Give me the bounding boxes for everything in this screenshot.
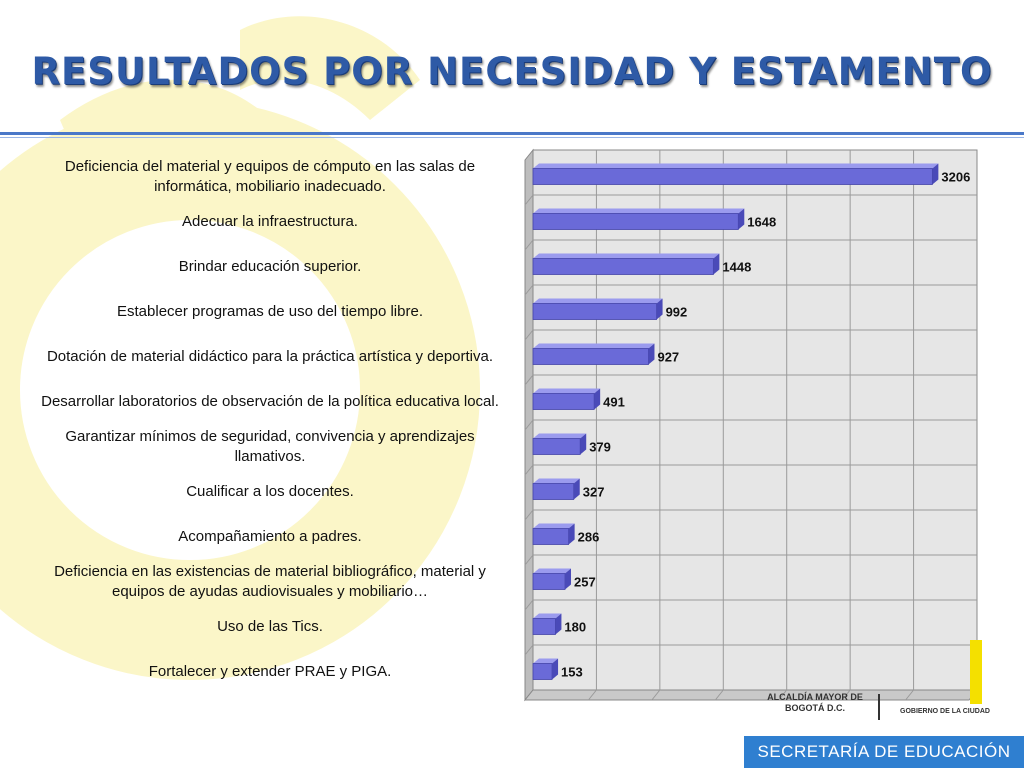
bar-end-face (656, 298, 663, 320)
gridline-side (524, 464, 534, 476)
title-divider-thin (0, 137, 1024, 138)
gridline-floor (651, 689, 661, 701)
logo-area: ALCALDÍA MAYOR DE BOGOTÁ D.C. GOBIERNO D… (760, 692, 990, 728)
bar (532, 168, 933, 185)
category-label: Cualificar a los docentes. (186, 482, 354, 500)
data-label: 327 (583, 485, 605, 500)
data-label: 3206 (941, 170, 970, 185)
gridline-floor (841, 689, 851, 701)
category-label: Adecuar la infraestructura. (182, 212, 358, 230)
gridline-side (524, 599, 534, 611)
gridline-side (524, 239, 534, 251)
bar-top-face (533, 568, 572, 574)
bar (532, 258, 714, 275)
bar (532, 573, 566, 590)
data-label: 257 (574, 575, 596, 590)
page-title: RESULTADOS POR NECESIDAD Y ESTAMENTO (31, 50, 993, 93)
bar-top-face (533, 523, 575, 529)
category-label: Brindar educación superior. (178, 257, 362, 275)
gridline-floor (714, 689, 724, 701)
gridline-side (524, 419, 534, 431)
gridline-side (524, 194, 534, 206)
gridline-floor (778, 689, 788, 701)
gridline-side (524, 284, 534, 296)
bar-top-face (533, 163, 939, 169)
bar-end-face (568, 523, 575, 545)
bar (532, 213, 739, 230)
gridline-side (524, 329, 534, 341)
category-labels: Deficiencia del material y equipos de có… (30, 0, 530, 768)
data-label: 1648 (747, 215, 776, 230)
bar-end-face (932, 163, 939, 185)
category-label: Establecer programas de uso del tiempo l… (117, 302, 423, 320)
category-label: Deficiencia en las existencias de materi… (54, 562, 486, 600)
logo-separator (878, 694, 880, 720)
gridline-side (524, 509, 534, 521)
bar (532, 303, 657, 320)
bar-top-face (533, 388, 601, 394)
data-label: 153 (561, 665, 583, 680)
bar-end-face (552, 658, 559, 680)
bar-end-face (648, 343, 655, 365)
gridline-side (524, 374, 534, 386)
gridline-side (524, 644, 534, 656)
category-label: Acompañamiento a padres. (178, 527, 362, 545)
data-label: 992 (666, 305, 688, 320)
gobierno-logo-text: GOBIERNO DE LA CIUDAD (900, 708, 990, 715)
category-label: Uso de las Tics. (217, 617, 323, 635)
bar (532, 393, 595, 410)
bar (532, 663, 553, 680)
gridline-floor (588, 689, 597, 701)
bar (532, 528, 570, 545)
chart-floor (523, 689, 979, 701)
data-label: 379 (589, 440, 611, 455)
category-label: Garantizar mínimos de seguridad, convive… (65, 427, 475, 465)
bar (532, 618, 556, 635)
bar-end-face (565, 568, 572, 590)
bar (532, 483, 575, 500)
bar (532, 438, 581, 455)
category-label: Fortalecer y extender PRAE y PIGA. (148, 662, 392, 680)
bar-top-face (533, 253, 720, 259)
bar-end-face (573, 478, 580, 500)
bar-top-face (533, 298, 663, 304)
data-label: 491 (603, 395, 625, 410)
category-label: Desarrollar laboratorios de observación … (41, 392, 499, 410)
bar-top-face (533, 343, 655, 349)
data-label: 927 (657, 350, 679, 365)
bar-end-face (713, 253, 720, 275)
gridline-floor (905, 689, 914, 701)
bar-end-face (555, 613, 562, 635)
title-divider (0, 132, 1024, 135)
alcaldia-logo-text: ALCALDÍA MAYOR DE BOGOTÁ D.C. (767, 692, 863, 713)
gridline-side (524, 554, 534, 566)
data-label: 180 (564, 620, 586, 635)
bar-top-face (533, 208, 745, 214)
data-label: 1448 (722, 260, 751, 275)
bar-end-face (594, 388, 601, 410)
footer-banner: SECRETARÍA DE EDUCACIÓN (744, 736, 1024, 768)
bar-end-face (580, 433, 587, 455)
category-label: Deficiencia del material y equipos de có… (64, 157, 476, 195)
bar-top-face (533, 613, 562, 619)
category-label: Dotación de material didáctico para la p… (46, 347, 494, 365)
bar-top-face (533, 478, 580, 484)
bar-top-face (533, 658, 559, 664)
logo-accent (970, 640, 982, 704)
data-label: 286 (578, 530, 600, 545)
bar-end-face (738, 208, 745, 230)
bar-top-face (533, 433, 587, 439)
bar (532, 348, 649, 365)
